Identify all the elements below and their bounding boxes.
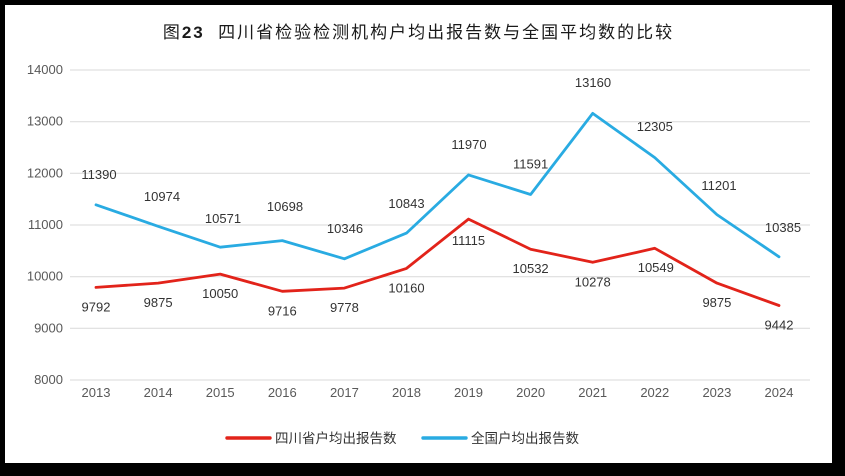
svg-text:10532: 10532 <box>513 261 549 276</box>
svg-text:13000: 13000 <box>27 114 63 129</box>
svg-text:2019: 2019 <box>454 385 483 400</box>
svg-text:10160: 10160 <box>388 280 424 295</box>
svg-text:10974: 10974 <box>144 189 180 204</box>
svg-text:2020: 2020 <box>516 385 545 400</box>
svg-text:9778: 9778 <box>330 300 359 315</box>
svg-text:2014: 2014 <box>144 385 173 400</box>
svg-text:9875: 9875 <box>144 295 173 310</box>
svg-text:2024: 2024 <box>765 385 794 400</box>
svg-text:11201: 11201 <box>701 178 736 193</box>
svg-text:2016: 2016 <box>268 385 297 400</box>
svg-text:11591: 11591 <box>513 157 548 172</box>
svg-text:10346: 10346 <box>327 221 363 236</box>
svg-text:10000: 10000 <box>27 269 63 284</box>
svg-text:14000: 14000 <box>27 62 63 77</box>
svg-text:2022: 2022 <box>640 385 669 400</box>
svg-text:2023: 2023 <box>702 385 731 400</box>
svg-text:11115: 11115 <box>452 233 485 248</box>
svg-text:全国户均出报告数: 全国户均出报告数 <box>471 430 579 446</box>
svg-text:2018: 2018 <box>392 385 421 400</box>
svg-text:10571: 10571 <box>205 211 241 226</box>
svg-text:12000: 12000 <box>27 165 63 180</box>
svg-text:9000: 9000 <box>34 320 63 335</box>
svg-text:8000: 8000 <box>34 372 63 387</box>
svg-text:10050: 10050 <box>202 286 238 301</box>
svg-text:12305: 12305 <box>637 119 673 134</box>
svg-text:10549: 10549 <box>638 260 674 275</box>
svg-text:2013: 2013 <box>82 385 111 400</box>
svg-text:9792: 9792 <box>82 299 111 314</box>
svg-text:10843: 10843 <box>388 196 424 211</box>
svg-text:2021: 2021 <box>578 385 607 400</box>
svg-text:10698: 10698 <box>267 199 303 214</box>
svg-text:10278: 10278 <box>575 274 611 289</box>
svg-text:四川省户均出报告数: 四川省户均出报告数 <box>275 430 397 446</box>
svg-text:9442: 9442 <box>765 318 794 333</box>
svg-text:11390: 11390 <box>81 167 116 182</box>
svg-text:9875: 9875 <box>702 295 731 310</box>
svg-text:9716: 9716 <box>268 303 297 318</box>
svg-text:13160: 13160 <box>575 75 611 90</box>
svg-text:10385: 10385 <box>765 220 801 235</box>
svg-text:11000: 11000 <box>28 217 63 232</box>
svg-text:2015: 2015 <box>206 385 235 400</box>
svg-text:2017: 2017 <box>330 385 359 400</box>
svg-text:11970: 11970 <box>451 137 486 152</box>
